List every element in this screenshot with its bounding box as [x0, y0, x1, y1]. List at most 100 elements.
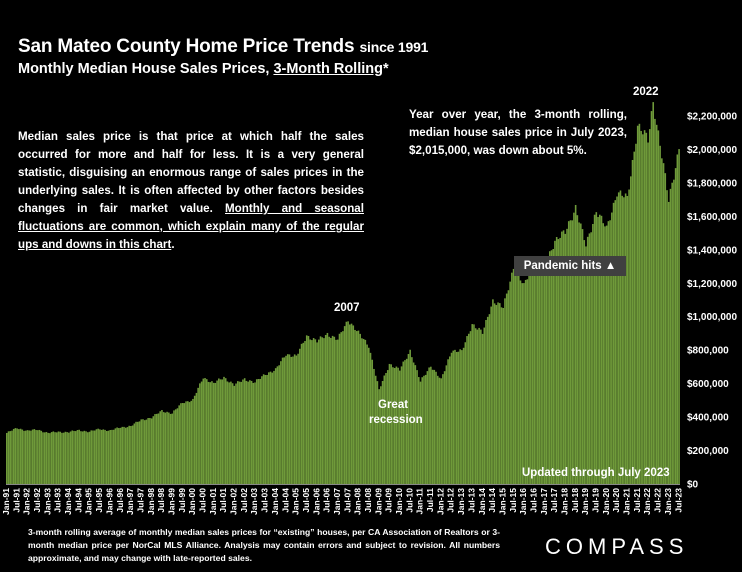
y-tick-label: $800,000 [687, 346, 729, 357]
bar [286, 354, 289, 484]
bar [249, 380, 251, 484]
x-tick-label: Jan-12 [435, 488, 445, 515]
bar [497, 302, 499, 484]
bar [540, 264, 542, 484]
chart-bars [6, 102, 680, 485]
bar [312, 338, 315, 484]
bar [607, 221, 610, 484]
bar [80, 431, 82, 484]
x-tick-label: Jul-18 [570, 488, 580, 513]
bar [288, 354, 291, 484]
bar [245, 380, 248, 484]
bar [626, 195, 629, 485]
bar [342, 331, 344, 484]
bar [617, 192, 620, 484]
y-tick-label: $1,400,000 [687, 245, 737, 256]
bar [526, 279, 529, 484]
bar [523, 283, 525, 484]
bar [321, 337, 324, 484]
bar [492, 299, 494, 484]
bar [180, 403, 182, 484]
bar [280, 361, 282, 484]
bar [181, 403, 184, 484]
bar [264, 374, 267, 484]
x-tick-label: Jul-97 [136, 488, 146, 513]
bar [93, 430, 96, 484]
bar [678, 149, 680, 484]
bar [224, 378, 227, 484]
bar [566, 228, 568, 484]
bar [400, 366, 403, 484]
bar [574, 204, 577, 485]
y-tick-label: $600,000 [687, 379, 729, 390]
x-tick-label: Jan-99 [167, 488, 177, 515]
bar [645, 132, 648, 485]
bar [178, 405, 180, 484]
bar [505, 293, 508, 484]
bar [407, 353, 410, 484]
bar [481, 333, 484, 484]
bar [531, 265, 534, 484]
bar [6, 432, 8, 484]
x-tick-label: Jan-08 [353, 488, 363, 515]
bar [474, 328, 477, 484]
bar [24, 430, 27, 484]
bar [261, 376, 263, 484]
x-tick-label: Jul-17 [549, 488, 559, 513]
bar [336, 339, 339, 484]
bar [212, 382, 215, 484]
bar [624, 193, 627, 484]
bar [116, 427, 118, 484]
x-tick-label: Jan-22 [642, 488, 652, 515]
bar [259, 378, 261, 484]
bar [664, 173, 667, 484]
bar [333, 336, 336, 484]
bar [559, 237, 561, 484]
bar [223, 376, 225, 484]
annotation-recession: recession [369, 414, 423, 426]
x-tick-label: Jan-17 [539, 488, 549, 515]
bar [169, 413, 172, 484]
bar [457, 351, 460, 484]
bar [590, 232, 592, 484]
bar [204, 378, 206, 484]
bar [219, 379, 222, 484]
x-tick-label: Jul-22 [653, 488, 663, 513]
bar [640, 130, 642, 484]
bar [95, 429, 98, 484]
bar [159, 411, 162, 484]
bar [557, 239, 560, 484]
bar [564, 233, 567, 484]
bar [580, 223, 582, 484]
bar [343, 326, 346, 484]
bar [71, 430, 74, 484]
median-description-underlined: Monthly and seasonal fluctuations are co… [18, 202, 364, 251]
x-tick-label: Jul-19 [591, 488, 601, 513]
bar [383, 375, 386, 484]
bar [378, 389, 380, 484]
bar [104, 429, 106, 484]
bar [78, 429, 80, 484]
bar [473, 324, 475, 484]
bar [550, 250, 553, 484]
bar [412, 362, 415, 484]
bar [578, 222, 580, 484]
x-tick-label: Jul-91 [11, 488, 21, 513]
bar [614, 200, 617, 484]
bar [74, 431, 77, 484]
bar [359, 333, 361, 484]
bar [40, 430, 43, 484]
bar [628, 189, 630, 484]
bar [630, 176, 632, 484]
bar [121, 426, 124, 484]
bar [517, 274, 520, 484]
bar [42, 432, 44, 484]
chart-subtitle: Monthly Median House Sales Prices, 3-Mon… [18, 61, 428, 77]
y-tick-label: $200,000 [687, 446, 729, 457]
bar [642, 134, 644, 484]
x-tick-label: Jan-98 [146, 488, 156, 515]
bar [374, 375, 377, 484]
bar [623, 197, 625, 485]
bar [459, 349, 461, 484]
bar [126, 427, 129, 484]
